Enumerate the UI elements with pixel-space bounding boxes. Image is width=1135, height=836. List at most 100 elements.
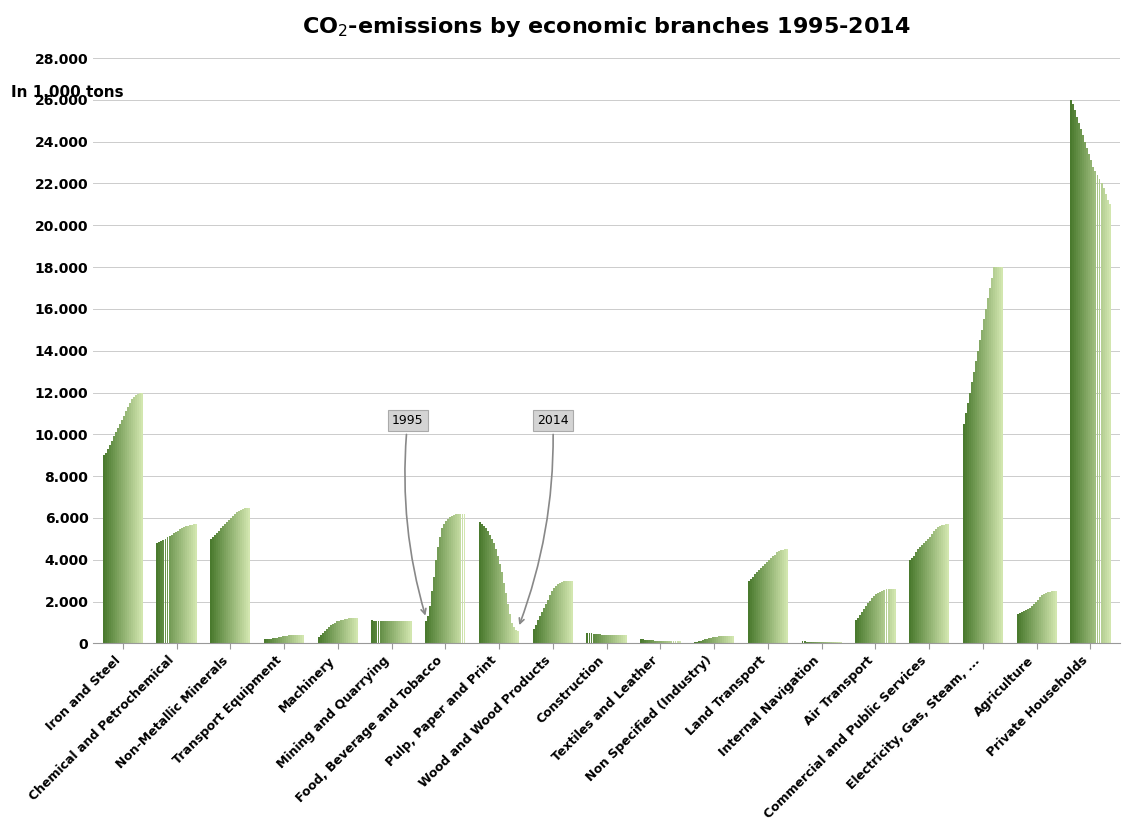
- Bar: [373, 620, 376, 644]
- Bar: [460, 514, 462, 644]
- Bar: [463, 514, 465, 644]
- Bar: [714, 637, 716, 644]
- Bar: [969, 393, 970, 644]
- Bar: [296, 635, 299, 644]
- Bar: [549, 595, 550, 644]
- Bar: [669, 641, 671, 644]
- Bar: [967, 403, 969, 644]
- Bar: [817, 642, 819, 644]
- Bar: [931, 533, 933, 644]
- Bar: [445, 521, 447, 644]
- Bar: [292, 635, 294, 644]
- Bar: [1054, 591, 1057, 644]
- Bar: [510, 614, 511, 644]
- Bar: [439, 537, 442, 644]
- Bar: [249, 507, 251, 644]
- Bar: [708, 639, 711, 644]
- Bar: [107, 449, 109, 644]
- Bar: [1099, 179, 1101, 644]
- Bar: [183, 528, 185, 644]
- Bar: [558, 583, 561, 644]
- Bar: [603, 635, 605, 644]
- Bar: [160, 541, 162, 644]
- Bar: [484, 527, 485, 644]
- Bar: [243, 508, 244, 644]
- Bar: [729, 636, 730, 644]
- Bar: [563, 581, 565, 644]
- Bar: [503, 583, 505, 644]
- Bar: [985, 309, 987, 644]
- Bar: [911, 558, 913, 644]
- Bar: [732, 636, 734, 644]
- Bar: [485, 528, 487, 644]
- Bar: [595, 634, 597, 644]
- Bar: [777, 552, 780, 644]
- Bar: [774, 554, 776, 644]
- Bar: [376, 621, 378, 644]
- Bar: [613, 635, 615, 644]
- Bar: [301, 635, 302, 644]
- Bar: [830, 642, 832, 644]
- Bar: [109, 445, 111, 644]
- Bar: [927, 539, 930, 644]
- Bar: [835, 642, 838, 644]
- Bar: [283, 636, 284, 644]
- Bar: [555, 586, 557, 644]
- Bar: [1083, 135, 1084, 644]
- Bar: [129, 403, 131, 644]
- Bar: [941, 525, 943, 644]
- Bar: [178, 529, 180, 644]
- Bar: [590, 634, 592, 644]
- Bar: [930, 537, 931, 644]
- Bar: [877, 593, 880, 644]
- Bar: [479, 522, 481, 644]
- Bar: [547, 599, 549, 644]
- Bar: [864, 609, 865, 644]
- Bar: [1078, 123, 1081, 644]
- Bar: [400, 621, 402, 644]
- Bar: [935, 529, 938, 644]
- Bar: [1049, 592, 1051, 644]
- Bar: [978, 340, 981, 644]
- Bar: [119, 424, 120, 644]
- Bar: [302, 635, 304, 644]
- Bar: [999, 267, 1001, 644]
- Bar: [1086, 148, 1088, 644]
- Bar: [726, 636, 729, 644]
- Bar: [1107, 200, 1109, 644]
- Bar: [597, 635, 598, 644]
- Bar: [444, 524, 445, 644]
- Bar: [348, 619, 350, 644]
- Bar: [104, 453, 107, 644]
- Bar: [272, 639, 274, 644]
- Bar: [407, 621, 410, 644]
- Bar: [698, 641, 700, 644]
- Bar: [288, 635, 291, 644]
- Bar: [1031, 606, 1033, 644]
- Bar: [784, 549, 787, 644]
- Bar: [671, 641, 672, 644]
- Bar: [339, 620, 342, 644]
- Bar: [933, 531, 935, 644]
- Bar: [754, 574, 756, 644]
- Bar: [804, 641, 806, 644]
- Bar: [592, 634, 595, 644]
- Bar: [537, 620, 539, 644]
- Bar: [696, 642, 698, 644]
- Bar: [387, 621, 389, 644]
- Bar: [748, 581, 750, 644]
- Bar: [653, 640, 654, 644]
- Bar: [973, 372, 975, 644]
- Bar: [489, 535, 491, 644]
- Bar: [923, 543, 925, 644]
- Bar: [222, 527, 225, 644]
- Bar: [191, 525, 193, 644]
- Bar: [909, 560, 911, 644]
- Bar: [117, 428, 119, 644]
- Bar: [766, 562, 768, 644]
- Text: In 1.000 tons: In 1.000 tons: [11, 85, 124, 100]
- Bar: [111, 441, 112, 644]
- Bar: [1104, 194, 1107, 644]
- Bar: [568, 581, 569, 644]
- Bar: [885, 589, 888, 644]
